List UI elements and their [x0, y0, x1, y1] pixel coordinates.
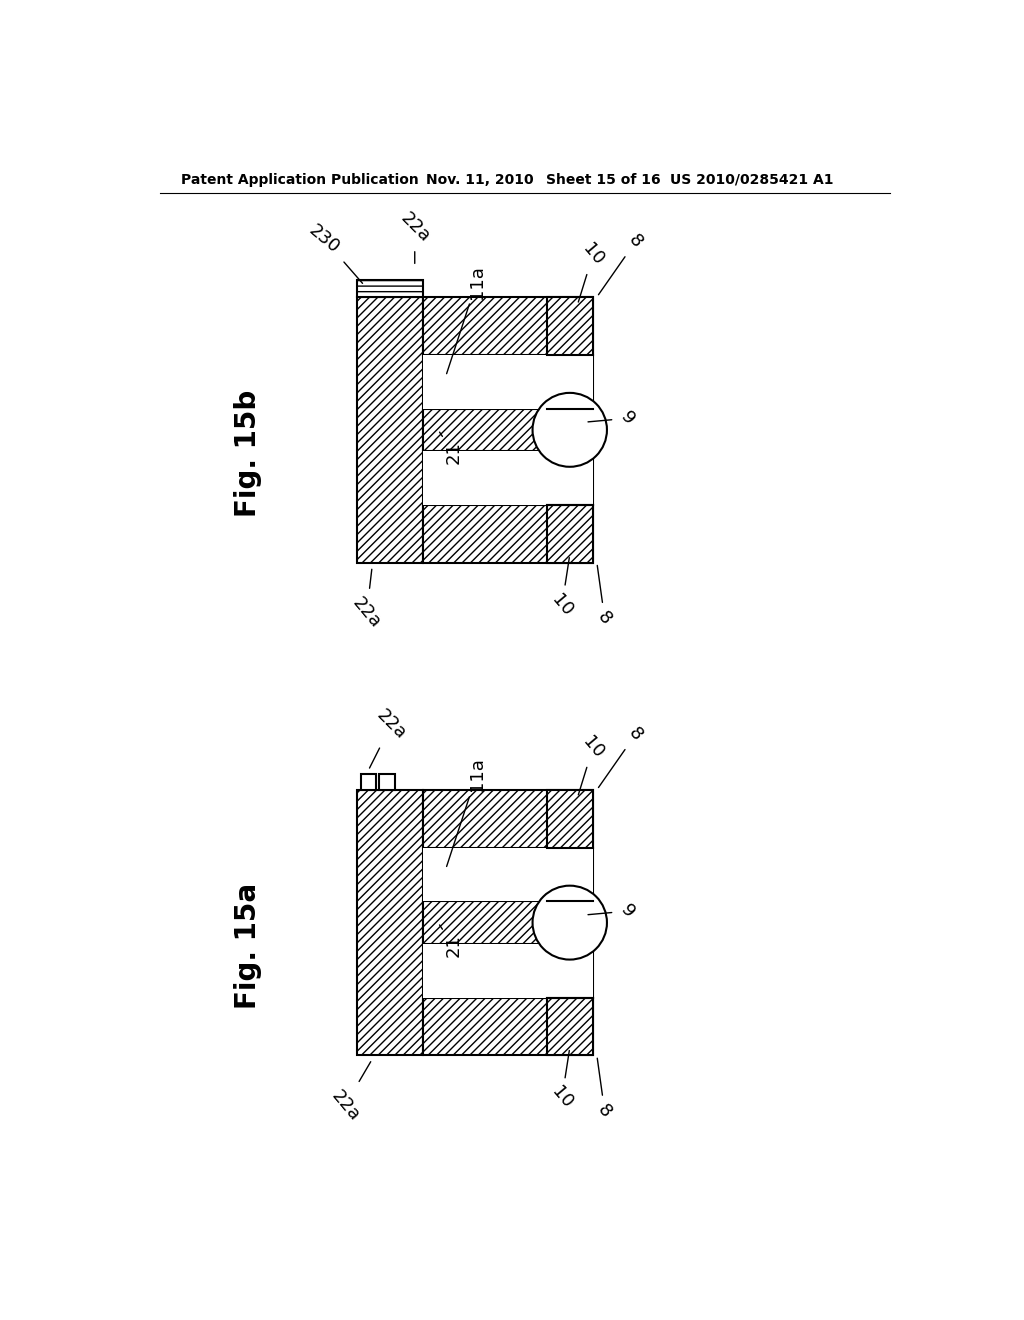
Bar: [547, 451, 593, 506]
Bar: [356, 280, 423, 297]
Text: 22a: 22a: [396, 210, 433, 264]
Text: 8: 8: [594, 1059, 615, 1121]
Bar: [423, 944, 547, 998]
Text: 8: 8: [598, 231, 646, 294]
Text: 8: 8: [598, 725, 646, 788]
Bar: [547, 355, 593, 409]
Bar: [423, 409, 593, 451]
Text: 9: 9: [588, 408, 639, 429]
Text: Fig. 15b: Fig. 15b: [234, 389, 262, 516]
Text: 10: 10: [548, 557, 577, 619]
Text: 11a: 11a: [446, 265, 485, 374]
Text: Nov. 11, 2010: Nov. 11, 2010: [426, 173, 534, 187]
Text: 8: 8: [594, 565, 615, 628]
Bar: [379, 775, 394, 789]
Text: 11a: 11a: [446, 758, 485, 866]
Bar: [423, 355, 547, 409]
Bar: [547, 847, 593, 902]
Text: 21: 21: [439, 432, 463, 465]
Text: 21: 21: [439, 925, 463, 957]
Text: 10: 10: [579, 733, 607, 795]
Bar: [423, 451, 547, 506]
Bar: [547, 944, 593, 998]
Circle shape: [532, 393, 607, 467]
Bar: [356, 789, 423, 1056]
Text: Patent Application Publication: Patent Application Publication: [180, 173, 419, 187]
Bar: [356, 297, 423, 562]
Circle shape: [532, 886, 607, 960]
Bar: [423, 998, 593, 1056]
Bar: [547, 297, 593, 562]
Text: 22a: 22a: [349, 569, 385, 631]
Bar: [423, 902, 593, 944]
Text: 230: 230: [305, 222, 362, 284]
Bar: [423, 297, 593, 355]
Bar: [423, 789, 593, 847]
Bar: [423, 506, 593, 562]
Text: Sheet 15 of 16: Sheet 15 of 16: [547, 173, 662, 187]
Bar: [423, 847, 547, 902]
Bar: [360, 775, 376, 789]
Bar: [547, 789, 593, 1056]
Text: 10: 10: [548, 1051, 577, 1113]
Text: 9: 9: [588, 900, 639, 921]
Text: US 2010/0285421 A1: US 2010/0285421 A1: [671, 173, 834, 187]
Text: 10: 10: [579, 240, 607, 302]
Text: Fig. 15a: Fig. 15a: [234, 883, 262, 1008]
Text: 22a: 22a: [370, 706, 410, 768]
Text: 22a: 22a: [327, 1061, 371, 1125]
